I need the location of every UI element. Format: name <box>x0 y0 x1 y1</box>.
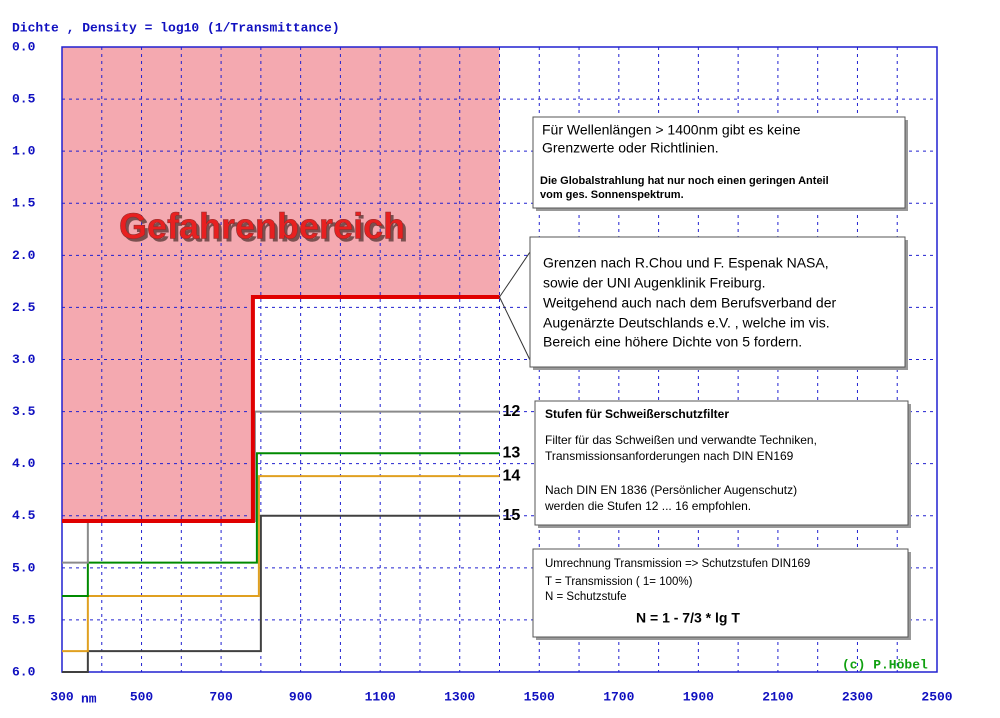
note-text: N = 1 - 7/3 * lg T <box>636 610 740 626</box>
danger-label-shadow: Gefahrenbereich <box>122 209 408 250</box>
series-label: 13 <box>503 444 521 461</box>
note-text: N = Schutzstufe <box>545 591 627 603</box>
y-tick-label: 1.5 <box>12 196 36 211</box>
step-line <box>62 295 500 523</box>
note-text: Stufen für Schweißerschutzfilter <box>545 407 729 421</box>
x-tick-label: 1100 <box>365 689 396 704</box>
series-label: 15 <box>503 507 521 524</box>
danger-area <box>62 47 500 521</box>
y-tick-label: 0.5 <box>12 92 36 107</box>
series-label: 14 <box>503 467 521 484</box>
y-tick-label: 5.0 <box>12 560 36 575</box>
x-tick-label: 700 <box>209 689 233 704</box>
x-tick-label: 900 <box>289 689 313 704</box>
y-tick-label: 3.0 <box>12 352 36 367</box>
x-tick-label: 1700 <box>603 689 634 704</box>
note-box <box>532 548 909 638</box>
connector <box>499 251 531 298</box>
note-box <box>532 116 906 209</box>
note-text: Nach DIN EN 1836 (Persönlicher Augenschu… <box>545 483 797 497</box>
step-line <box>62 514 500 673</box>
x-unit: nm <box>81 691 97 706</box>
y-tick-label: 0.0 <box>12 39 36 54</box>
x-tick-label: 1500 <box>524 689 555 704</box>
x-tick-label: 300 <box>50 689 74 704</box>
note-text: Filter für das Schweißen und verwandte T… <box>545 433 817 447</box>
note-box <box>534 400 909 526</box>
y-tick-label: 5.5 <box>12 612 36 627</box>
y-tick-label: 2.0 <box>12 248 36 263</box>
y-tick-label: 6.0 <box>12 664 36 679</box>
note-text: Umrechnung Transmission => Schutzstufen … <box>545 558 810 570</box>
plot-frame <box>61 46 938 673</box>
note-text: Grenzwerte oder Richtlinien. <box>542 140 719 156</box>
note-text: Augenärzte Deutschlands e.V. , welche im… <box>543 315 830 331</box>
note-text: Bereich eine höhere Dichte von 5 fordern… <box>543 334 802 350</box>
note-text: T = Transmission ( 1= 100%) <box>545 576 693 588</box>
danger-label: Gefahrenbereich <box>119 206 405 247</box>
x-tick-label: 500 <box>130 689 154 704</box>
y-tick-label: 3.5 <box>12 404 36 419</box>
x-tick-label: 2300 <box>842 689 873 704</box>
copyright: (c) P.Höbel <box>842 657 928 672</box>
note-box <box>529 236 906 368</box>
y-axis-label: Dichte , Density = log10 (1/Transmittanc… <box>12 20 340 35</box>
note-text: vom ges. Sonnenspektrum. <box>540 189 684 201</box>
note-text: sowie der UNI Augenklinik Freiburg. <box>543 275 766 291</box>
x-tick-label: 2500 <box>921 689 952 704</box>
note-text: Grenzen nach R.Chou und F. Espenak NASA, <box>543 255 829 271</box>
note-text: werden die Stufen 12 ... 16 empfohlen. <box>544 499 751 513</box>
x-tick-label: 2100 <box>762 689 793 704</box>
x-tick-label: 1900 <box>683 689 714 704</box>
note-text: Für Wellenlängen > 1400nm gibt es keine <box>542 122 801 138</box>
x-tick-label: 1300 <box>444 689 475 704</box>
note-text: Transmissionsanforderungen nach DIN EN16… <box>545 449 794 463</box>
connector <box>499 296 531 361</box>
y-tick-label: 4.0 <box>12 456 36 471</box>
y-tick-label: 2.5 <box>12 300 36 315</box>
y-tick-label: 4.5 <box>12 508 36 523</box>
step-line <box>62 475 500 653</box>
series-label: 12 <box>503 403 521 420</box>
note-text: Die Globalstrahlung hat nur noch einen g… <box>540 175 829 187</box>
note-text: Weitgehend auch nach dem Berufsverband d… <box>543 295 836 311</box>
y-tick-label: 1.0 <box>12 144 36 159</box>
step-line <box>62 452 500 597</box>
